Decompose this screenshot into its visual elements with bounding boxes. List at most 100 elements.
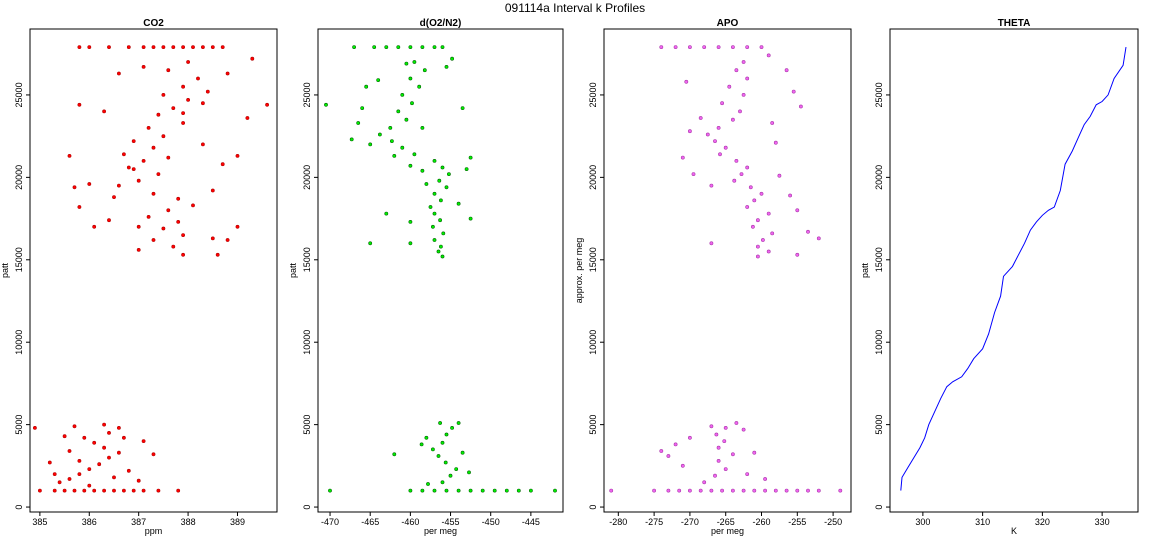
data-point <box>713 473 717 478</box>
data-point <box>763 488 768 493</box>
x-tick-label: -280 <box>609 517 627 527</box>
data-point <box>705 132 710 137</box>
data-point <box>784 488 789 493</box>
data-point <box>419 442 424 447</box>
y-tick-label: 10000 <box>302 330 312 355</box>
data-point <box>652 488 657 493</box>
data-point <box>122 435 126 440</box>
data-point <box>443 460 448 465</box>
data-point <box>151 45 156 50</box>
data-point <box>766 211 771 216</box>
o2n2-panel: d(O2/N2) -470 -465 -460 -455 -450 -445 per meg 0… <box>288 18 564 536</box>
data-point <box>47 460 52 465</box>
y-tick-label: 20000 <box>14 165 24 190</box>
data-point <box>684 79 689 84</box>
data-point <box>166 155 171 160</box>
data-point <box>200 45 205 50</box>
data-point <box>388 126 393 130</box>
data-point <box>136 478 141 483</box>
data-point <box>107 455 111 460</box>
x-tick-label: 389 <box>230 517 245 527</box>
y-tick-label: 25000 <box>874 82 884 107</box>
theta-plot-frame <box>889 28 1139 513</box>
data-point <box>250 56 255 61</box>
data-point <box>220 162 225 167</box>
o2n2-plot-frame <box>317 28 564 513</box>
data-point <box>235 224 240 229</box>
data-point <box>752 450 757 455</box>
apo-y-axis-label: approx. per meg <box>574 238 584 304</box>
data-point <box>408 488 413 493</box>
data-point <box>795 488 800 493</box>
data-point <box>756 218 760 223</box>
data-point <box>440 254 445 259</box>
data-point <box>67 449 72 453</box>
data-point <box>102 445 107 450</box>
data-point <box>420 488 425 493</box>
data-point <box>57 480 62 485</box>
data-point <box>235 153 240 158</box>
x-tick-label: -265 <box>717 517 735 527</box>
theta-series-line <box>900 47 1127 491</box>
data-point <box>368 142 373 147</box>
data-point <box>444 185 449 190</box>
data-point <box>186 98 191 102</box>
data-point <box>806 488 810 493</box>
data-point <box>62 488 67 493</box>
y-tick-label: 25000 <box>588 82 598 107</box>
y-tick-label: 25000 <box>302 82 312 107</box>
data-point <box>92 224 97 229</box>
data-point <box>464 167 469 172</box>
data-point <box>356 121 361 125</box>
data-point <box>408 76 413 81</box>
data-point <box>723 145 728 150</box>
data-point <box>210 45 215 50</box>
data-point <box>352 45 357 50</box>
data-point <box>420 45 425 50</box>
data-point <box>52 472 57 477</box>
data-point <box>77 205 82 209</box>
data-point <box>77 45 82 50</box>
data-point <box>131 139 136 144</box>
data-point <box>412 152 417 157</box>
data-point <box>731 45 735 50</box>
data-point <box>816 236 821 241</box>
data-point <box>225 71 230 76</box>
data-point <box>553 488 557 493</box>
data-point <box>756 254 760 259</box>
data-point <box>136 247 141 252</box>
data-point <box>529 488 533 493</box>
data-point <box>722 439 727 444</box>
data-point <box>161 93 166 97</box>
data-point <box>763 477 768 481</box>
data-point <box>141 65 146 69</box>
data-point <box>492 488 497 493</box>
data-point <box>777 173 782 178</box>
data-point <box>731 117 735 122</box>
data-point <box>428 205 433 209</box>
data-point <box>745 165 750 170</box>
x-tick-label: -275 <box>645 517 663 527</box>
data-point <box>659 449 664 453</box>
data-point <box>440 45 445 50</box>
data-point <box>745 45 750 50</box>
data-point <box>795 252 800 257</box>
data-point <box>107 430 111 435</box>
data-point <box>424 182 429 186</box>
data-point <box>480 488 485 493</box>
data-point <box>714 432 719 437</box>
data-point <box>389 139 394 144</box>
data-point <box>181 121 186 125</box>
data-point <box>117 183 121 188</box>
data-point <box>438 218 443 223</box>
data-point <box>166 208 171 213</box>
data-point <box>731 452 735 457</box>
figure-title: 091114a Interval k Profiles <box>505 1 645 15</box>
data-point <box>432 488 437 493</box>
data-point <box>454 467 459 472</box>
data-point <box>126 165 131 170</box>
data-point <box>410 101 414 106</box>
data-point <box>702 480 707 485</box>
